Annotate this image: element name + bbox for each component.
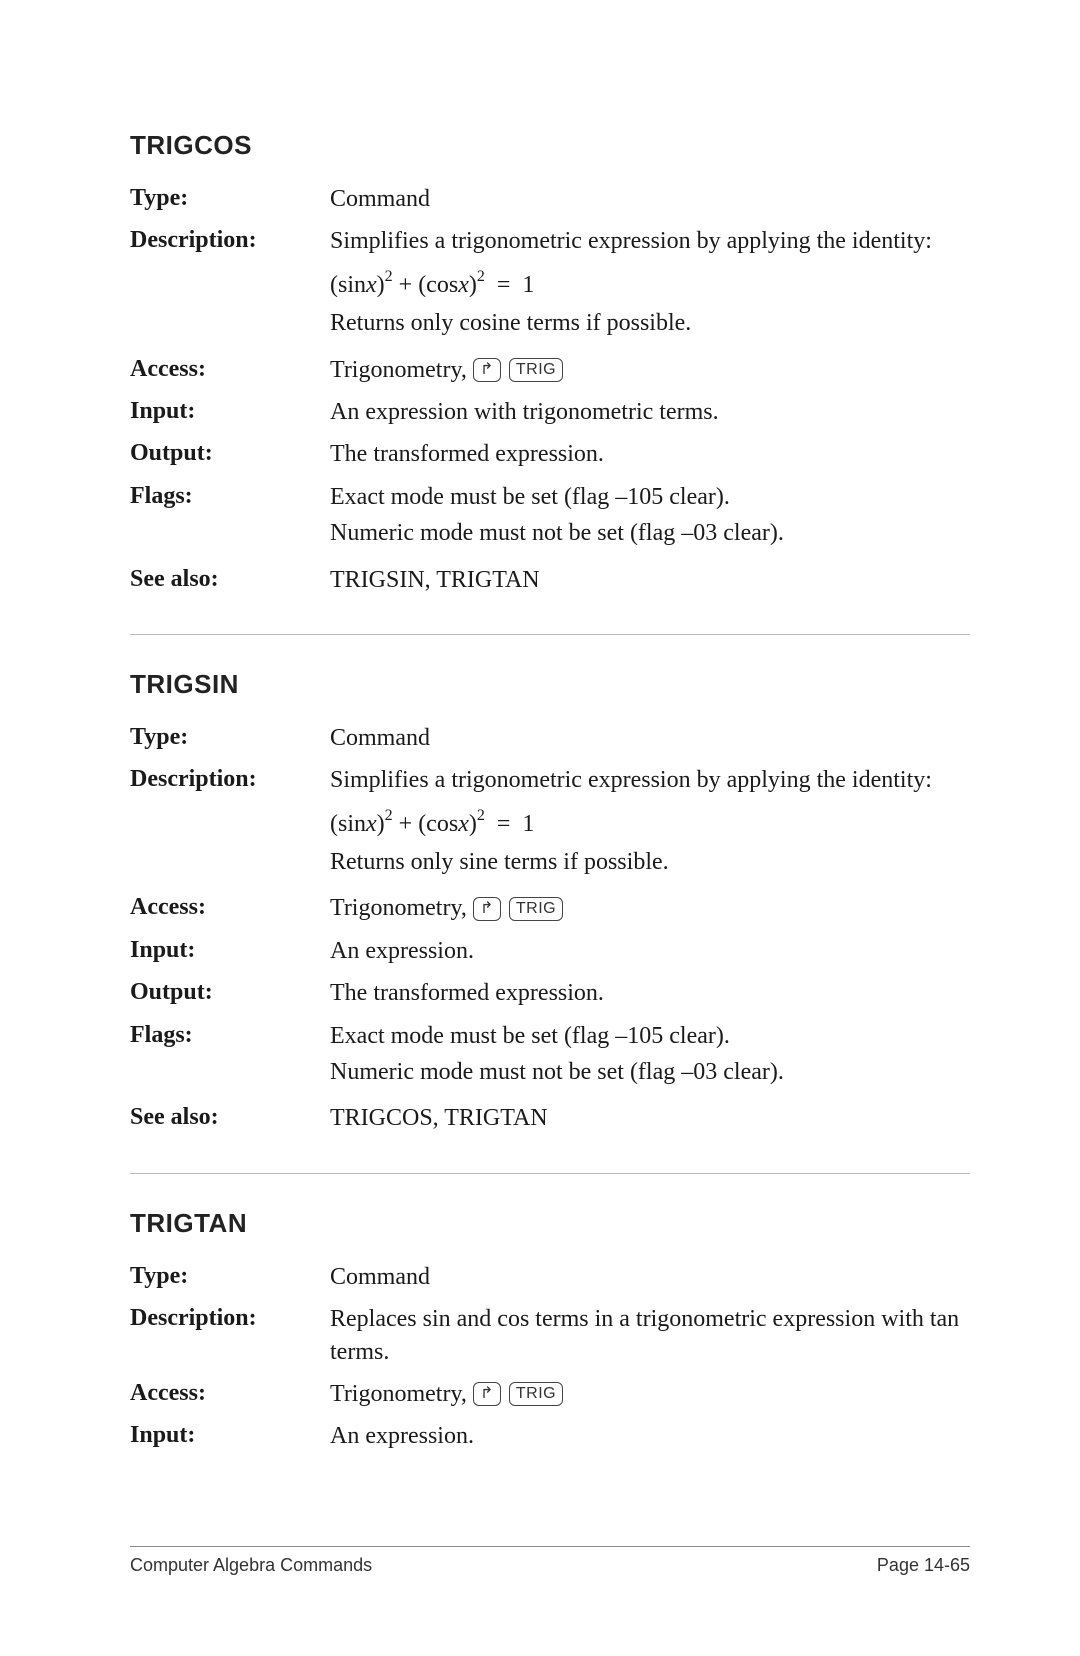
row-access: Access: Trigonometry, ↱ TRIG xyxy=(130,892,970,924)
value-seealso: TRIGSIN, TRIGTAN xyxy=(330,564,970,596)
value-type: Command xyxy=(330,722,970,754)
value-seealso: TRIGCOS, TRIGTAN xyxy=(330,1102,970,1134)
value-output: The transformed expression. xyxy=(330,438,970,470)
trig-key: TRIG xyxy=(509,358,563,382)
row-type: Type: Command xyxy=(130,183,970,215)
trig-key: TRIG xyxy=(509,1382,563,1406)
formula: (sinx)2 + (cosx)2 = 1 xyxy=(330,268,970,301)
row-description: Description: Replaces sin and cos terms … xyxy=(130,1303,970,1368)
label-description: Description: xyxy=(130,225,330,254)
label-description: Description: xyxy=(130,764,330,793)
row-type: Type: Command xyxy=(130,722,970,754)
section-title: TRIGSIN xyxy=(130,669,970,700)
value-input: An expression with trigonometric terms. xyxy=(330,396,970,428)
footer-left: Computer Algebra Commands xyxy=(130,1555,372,1576)
shift-key-icon: ↱ xyxy=(473,358,501,382)
value-type: Command xyxy=(330,1261,970,1293)
label-input: Input: xyxy=(130,1420,330,1449)
page-footer: Computer Algebra Commands Page 14-65 xyxy=(130,1546,970,1576)
flags-line-1: Exact mode must be set (flag –105 clear)… xyxy=(330,481,970,513)
flags-line-2: Numeric mode must not be set (flag –03 c… xyxy=(330,1056,970,1088)
section-trigcos: TRIGCOS Type: Command Description: Simpl… xyxy=(130,130,970,596)
value-input: An expression. xyxy=(330,935,970,967)
shift-key-icon: ↱ xyxy=(473,1382,501,1406)
label-type: Type: xyxy=(130,183,330,212)
row-input: Input: An expression. xyxy=(130,1420,970,1452)
label-flags: Flags: xyxy=(130,481,330,510)
row-description: Description: Simplifies a trigonometric … xyxy=(130,225,970,343)
row-input: Input: An expression. xyxy=(130,935,970,967)
value-type: Command xyxy=(330,183,970,215)
row-flags: Flags: Exact mode must be set (flag –105… xyxy=(130,481,970,554)
row-input: Input: An expression with trigonometric … xyxy=(130,396,970,428)
desc-text: Simplifies a trigonometric expression by… xyxy=(330,764,970,796)
desc-text-2: Returns only sine terms if possible. xyxy=(330,846,970,878)
row-description: Description: Simplifies a trigonometric … xyxy=(130,764,970,882)
label-access: Access: xyxy=(130,892,330,921)
section-trigsin: TRIGSIN Type: Command Description: Simpl… xyxy=(130,669,970,1135)
label-seealso: See also: xyxy=(130,564,330,593)
value-flags: Exact mode must be set (flag –105 clear)… xyxy=(330,1020,970,1093)
divider xyxy=(130,634,970,635)
value-flags: Exact mode must be set (flag –105 clear)… xyxy=(330,481,970,554)
flags-line-1: Exact mode must be set (flag –105 clear)… xyxy=(330,1020,970,1052)
label-access: Access: xyxy=(130,1378,330,1407)
label-description: Description: xyxy=(130,1303,330,1332)
label-seealso: See also: xyxy=(130,1102,330,1131)
value-output: The transformed expression. xyxy=(330,977,970,1009)
desc-text: Simplifies a trigonometric expression by… xyxy=(330,225,970,257)
section-trigtan: TRIGTAN Type: Command Description: Repla… xyxy=(130,1208,970,1453)
formula: (sinx)2 + (cosx)2 = 1 xyxy=(330,807,970,840)
shift-key-icon: ↱ xyxy=(473,897,501,921)
row-access: Access: Trigonometry, ↱ TRIG xyxy=(130,354,970,386)
label-output: Output: xyxy=(130,977,330,1006)
label-input: Input: xyxy=(130,935,330,964)
access-prefix: Trigonometry, xyxy=(330,1378,467,1410)
trig-key: TRIG xyxy=(509,897,563,921)
label-output: Output: xyxy=(130,438,330,467)
value-description: Simplifies a trigonometric expression by… xyxy=(330,764,970,882)
access-prefix: Trigonometry, xyxy=(330,354,467,386)
flags-line-2: Numeric mode must not be set (flag –03 c… xyxy=(330,517,970,549)
label-input: Input: xyxy=(130,396,330,425)
desc-text-2: Returns only cosine terms if possible. xyxy=(330,307,970,339)
row-output: Output: The transformed expression. xyxy=(130,977,970,1009)
row-type: Type: Command xyxy=(130,1261,970,1293)
value-access: Trigonometry, ↱ TRIG xyxy=(330,354,970,386)
label-type: Type: xyxy=(130,1261,330,1290)
row-seealso: See also: TRIGSIN, TRIGTAN xyxy=(130,564,970,596)
row-flags: Flags: Exact mode must be set (flag –105… xyxy=(130,1020,970,1093)
row-output: Output: The transformed expression. xyxy=(130,438,970,470)
value-description: Simplifies a trigonometric expression by… xyxy=(330,225,970,343)
value-input: An expression. xyxy=(330,1420,970,1452)
row-seealso: See also: TRIGCOS, TRIGTAN xyxy=(130,1102,970,1134)
divider xyxy=(130,1173,970,1174)
label-access: Access: xyxy=(130,354,330,383)
label-flags: Flags: xyxy=(130,1020,330,1049)
footer-right: Page 14-65 xyxy=(877,1555,970,1576)
row-access: Access: Trigonometry, ↱ TRIG xyxy=(130,1378,970,1410)
access-prefix: Trigonometry, xyxy=(330,892,467,924)
value-description: Replaces sin and cos terms in a trigonom… xyxy=(330,1303,970,1368)
value-access: Trigonometry, ↱ TRIG xyxy=(330,1378,970,1410)
label-type: Type: xyxy=(130,722,330,751)
section-title: TRIGCOS xyxy=(130,130,970,161)
value-access: Trigonometry, ↱ TRIG xyxy=(330,892,970,924)
section-title: TRIGTAN xyxy=(130,1208,970,1239)
